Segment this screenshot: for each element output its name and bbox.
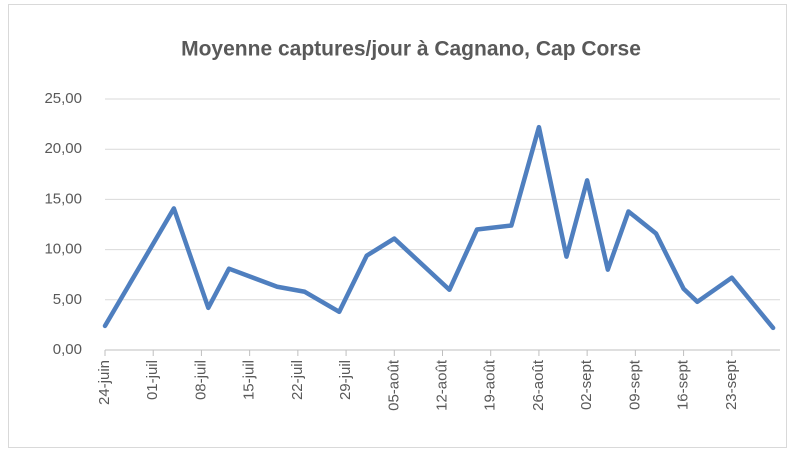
x-tick-label: 08-juil [192, 360, 209, 400]
y-tick-label: 25,00 [44, 90, 82, 107]
x-tick-label: 09-sept [626, 359, 643, 410]
x-tick-label: 15-juil [241, 360, 258, 400]
y-tick-label: 15,00 [44, 190, 82, 207]
x-tick-label: 26-août [530, 359, 547, 411]
x-tick-label: 29-juil [337, 360, 354, 400]
y-tick-label: 5,00 [53, 291, 82, 308]
chart-title: Moyenne captures/jour à Cagnano, Cap Cor… [181, 38, 641, 61]
x-tick-label: 24-juin [96, 360, 113, 405]
x-tick-label: 23-sept [723, 359, 740, 410]
x-tick-label: 12-août [433, 359, 450, 411]
y-tick-label: 0,00 [53, 341, 82, 358]
y-tick-label: 20,00 [44, 140, 82, 157]
data-line [102, 124, 776, 331]
chart-frame [8, 4, 787, 448]
x-tick-label: 16-sept [675, 359, 692, 410]
x-tick-label: 02-sept [578, 359, 595, 410]
y-tick-label: 10,00 [44, 241, 82, 258]
x-tick-label: 19-août [482, 359, 499, 411]
x-tick-label: 01-juil [144, 360, 161, 400]
x-tick-label: 05-août [385, 359, 402, 411]
x-tick-label: 22-juil [289, 360, 306, 400]
